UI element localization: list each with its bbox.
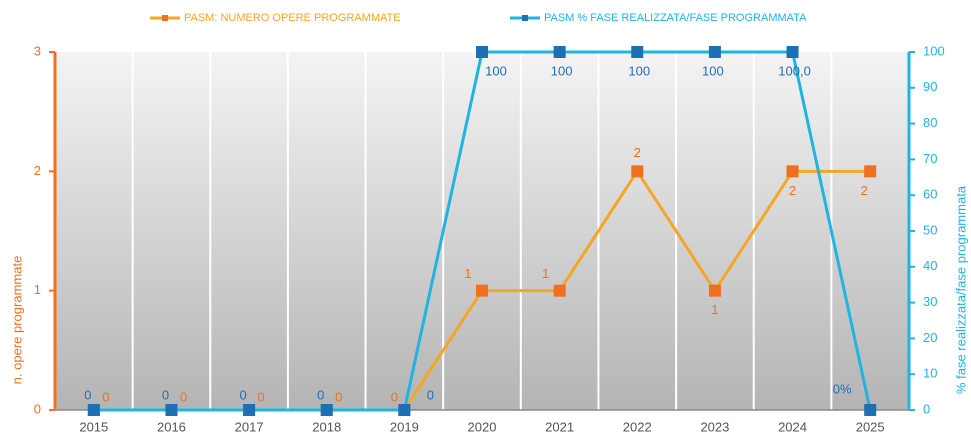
- x-tick-label: 2024: [778, 419, 807, 434]
- point-marker: [320, 404, 333, 416]
- data-label: 0%: [833, 381, 852, 396]
- y2-tick-label: 100: [923, 43, 945, 58]
- y2-tick-label: 80: [923, 115, 937, 130]
- data-label: 100,0: [778, 63, 811, 78]
- data-label: 100: [485, 63, 507, 78]
- y2-tick-label: 40: [923, 258, 937, 273]
- plot-background: [55, 52, 909, 410]
- y-tick-label: 0: [34, 401, 41, 416]
- x-tick-label: 2017: [235, 419, 264, 434]
- y2-axis-title: % fase realizzata/fase programmata: [953, 185, 968, 394]
- data-label: 0: [84, 387, 91, 402]
- y-tick-label: 1: [34, 282, 41, 297]
- x-tick-label: 2021: [545, 419, 574, 434]
- point-marker: [708, 284, 721, 297]
- point-marker: [864, 404, 877, 416]
- point-marker: [398, 404, 411, 416]
- legend-label: PASM % FASE REALIZZATA/FASE PROGRAMMATA: [544, 12, 807, 24]
- legend-marker: [162, 15, 168, 21]
- y2-tick-label: 50: [923, 222, 937, 237]
- point-marker: [165, 404, 178, 416]
- legend-label: PASM: NUMERO OPERE PROGRAMMATE: [184, 12, 401, 24]
- x-tick-label: 2018: [312, 419, 341, 434]
- y2-tick-label: 30: [923, 294, 937, 309]
- y2-tick-label: 10: [923, 366, 937, 381]
- y2-tick-label: 90: [923, 79, 937, 94]
- x-tick-label: 2025: [856, 419, 885, 434]
- data-label: 1: [542, 266, 549, 281]
- x-tick-label: 2019: [390, 419, 419, 434]
- point-marker: [864, 165, 877, 178]
- data-label: 0: [180, 389, 187, 404]
- data-label: 100: [702, 63, 724, 78]
- y2-tick-label: 20: [923, 330, 937, 345]
- data-label: 2: [861, 183, 868, 198]
- y2-tick-label: 70: [923, 151, 937, 166]
- data-label: 1: [464, 266, 471, 281]
- point-marker: [631, 165, 644, 178]
- data-label: 2: [634, 145, 641, 160]
- data-label: 2: [789, 183, 796, 198]
- data-label: 0: [427, 387, 434, 402]
- data-label: 100: [551, 63, 573, 78]
- point-marker: [476, 284, 488, 297]
- data-label: 0: [162, 387, 169, 402]
- y2-tick-label: 60: [923, 187, 937, 202]
- point-marker: [243, 404, 256, 416]
- data-label: 0: [239, 387, 246, 402]
- data-label: 1: [711, 302, 718, 317]
- x-tick-label: 2020: [468, 419, 497, 434]
- y-tick-label: 3: [34, 43, 41, 58]
- data-label: 0: [335, 389, 342, 404]
- data-label: 100: [628, 63, 650, 78]
- y2-tick-label: 0: [923, 401, 930, 416]
- data-label: 0: [102, 389, 109, 404]
- point-marker: [708, 46, 721, 58]
- x-tick-label: 2022: [623, 419, 652, 434]
- y-tick-label: 2: [34, 163, 41, 178]
- x-tick-label: 2023: [700, 419, 729, 434]
- point-marker: [631, 46, 644, 58]
- data-label: 0: [317, 387, 324, 402]
- y-axis-title: n. opere programmate: [9, 256, 24, 385]
- data-label: 0: [391, 389, 398, 404]
- point-marker: [476, 46, 488, 58]
- point-marker: [786, 46, 799, 58]
- point-marker: [786, 165, 799, 178]
- data-label: 0: [257, 389, 264, 404]
- x-tick-label: 2015: [79, 419, 108, 434]
- legend-marker: [522, 15, 528, 21]
- point-marker: [553, 284, 566, 297]
- point-marker: [553, 46, 566, 58]
- x-tick-label: 2016: [157, 419, 186, 434]
- point-marker: [87, 404, 100, 416]
